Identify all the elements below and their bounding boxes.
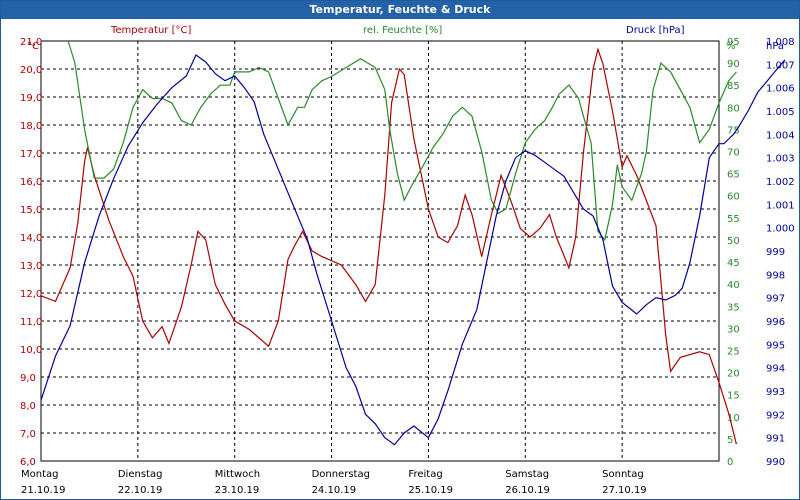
temperature-tick-label: 10,0 (20, 345, 42, 356)
humidity-tick-label: 50 (727, 236, 740, 247)
pressure-tick-label: 995 (766, 340, 785, 351)
pressure-axis-header: Druck [hPa] (626, 25, 685, 36)
x-day-label: Montag (21, 469, 58, 480)
humidity-tick-label: 25 (727, 346, 740, 357)
x-date-label: 24.10.19 (312, 485, 357, 496)
x-date-label: 21.10.19 (21, 485, 66, 496)
pressure-unit-label: hPa (766, 41, 784, 52)
pressure-tick-label: 998 (766, 270, 785, 281)
pressure-tick-label: 1.000 (766, 224, 795, 235)
series-line-temperature (40, 47, 737, 445)
x-date-label: 25.10.19 (408, 485, 453, 496)
humidity-tick-label: 75 (727, 125, 740, 136)
humidity-tick-label: 95 (727, 37, 740, 48)
x-date-label: 22.10.19 (118, 485, 163, 496)
temperature-unit-label: °C (27, 41, 39, 52)
pressure-tick-label: 990 (766, 457, 785, 468)
humidity-tick-label: 10 (727, 413, 740, 424)
humidity-tick-label: 65 (727, 170, 740, 181)
pressure-tick-label: 997 (766, 294, 785, 305)
pressure-tick-label: 993 (766, 387, 785, 398)
humidity-tick-label: 45 (727, 258, 740, 269)
temperature-tick-label: 8,0 (20, 401, 36, 412)
humidity-tick-label: 80 (727, 103, 740, 114)
humidity-tick-label: 85 (727, 81, 740, 92)
temperature-tick-label: 7,0 (20, 429, 36, 440)
temperature-tick-label: 13,0 (20, 261, 42, 272)
pressure-tick-label: 991 (766, 434, 785, 445)
temperature-tick-label: 6,0 (20, 457, 36, 468)
series-line-pressure (40, 54, 786, 446)
humidity-tick-label: 70 (727, 148, 740, 159)
humidity-tick-label: 5 (727, 435, 733, 446)
x-date-label: 27.10.19 (602, 485, 647, 496)
temperature-tick-label: 14,0 (20, 233, 42, 244)
x-date-label: 23.10.19 (215, 485, 260, 496)
pressure-tick-label: 999 (766, 247, 785, 258)
pressure-tick-label: 1.008 (766, 37, 795, 48)
x-day-label: Dienstag (118, 469, 163, 480)
humidity-tick-label: 15 (727, 391, 740, 402)
x-day-label: Mittwoch (215, 469, 260, 480)
temperature-tick-label: 15,0 (20, 205, 42, 216)
pressure-tick-label: 1.006 (766, 84, 795, 95)
pressure-tick-label: 996 (766, 317, 785, 328)
temperature-tick-label: 21,0 (20, 37, 42, 48)
x-day-label: Donnerstag (312, 469, 370, 480)
chart-title: Temperatur, Feuchte & Druck (1, 1, 799, 19)
pressure-tick-label: 992 (766, 410, 785, 421)
pressure-tick-label: 994 (766, 364, 785, 375)
temperature-tick-label: 18,0 (20, 121, 42, 132)
x-day-label: Freitag (408, 469, 442, 480)
x-day-label: Sonntag (602, 469, 644, 480)
plot-border (40, 40, 720, 462)
x-day-label: Samstag (505, 469, 549, 480)
humidity-tick-label: 20 (727, 369, 740, 380)
pressure-tick-label: 1.003 (766, 154, 795, 165)
temperature-axis-header: Temperatur [°C] (111, 25, 192, 36)
humidity-tick-label: 60 (727, 192, 740, 203)
series-line-humidity (67, 40, 737, 242)
humidity-tick-label: 30 (727, 324, 740, 335)
temperature-tick-label: 20,0 (20, 65, 42, 76)
temperature-tick-label: 16,0 (20, 177, 42, 188)
humidity-unit-label: % (726, 41, 736, 52)
temperature-tick-label: 19,0 (20, 93, 42, 104)
temperature-tick-label: 17,0 (20, 149, 42, 160)
humidity-tick-label: 0 (727, 457, 733, 468)
humidity-tick-label: 55 (727, 214, 740, 225)
humidity-tick-label: 40 (727, 280, 740, 291)
temperature-tick-label: 11,0 (20, 317, 42, 328)
pressure-tick-label: 1.001 (766, 200, 795, 211)
temperature-tick-label: 9,0 (20, 373, 36, 384)
pressure-tick-label: 1.002 (766, 177, 795, 188)
x-date-label: 26.10.19 (505, 485, 550, 496)
pressure-tick-label: 1.004 (766, 130, 795, 141)
humidity-tick-label: 90 (727, 59, 740, 70)
humidity-axis-header: rel. Feuchte [%] (363, 25, 443, 36)
temperature-tick-label: 12,0 (20, 289, 42, 300)
pressure-tick-label: 1.005 (766, 107, 795, 118)
humidity-tick-label: 35 (727, 302, 740, 313)
